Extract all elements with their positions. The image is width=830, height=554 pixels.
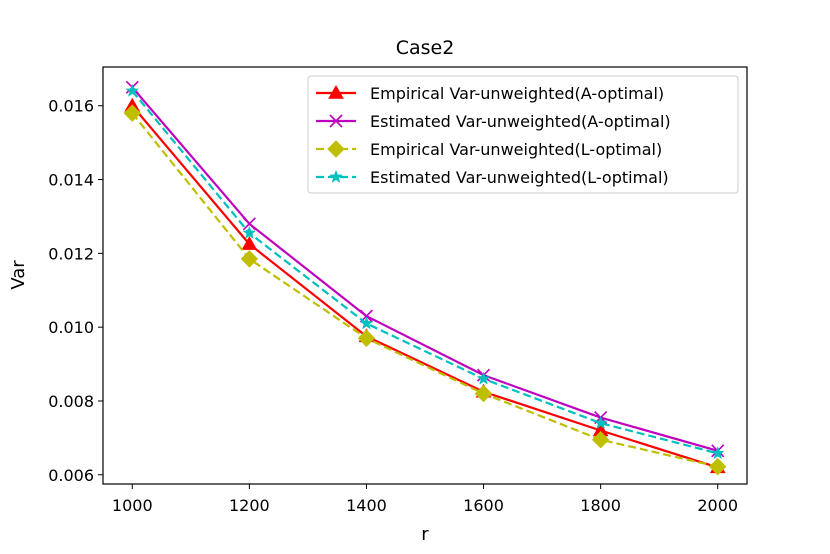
data-point [591,431,610,449]
y-tick-label: 0.012 [48,244,94,263]
x-tick-label: 1800 [580,496,621,515]
y-tick-label: 0.006 [48,466,94,485]
legend-marker [329,169,343,183]
x-tick-label: 1200 [229,496,270,515]
x-axis: 1000 1200 1400 1600 1800 2000 [112,484,738,515]
data-point [242,217,256,231]
x-tick-label: 1000 [112,496,153,515]
series-line [131,105,719,469]
data-point [240,250,259,268]
data-point [241,236,258,250]
series-layer [123,80,727,476]
legend-label: Empirical Var-unweighted(A-optimal) [370,84,664,103]
data-point [123,104,141,122]
data-point [474,384,493,403]
data-point [593,415,608,429]
y-tick-label: 0.008 [48,392,94,411]
plot-frame [102,66,748,485]
y-axis-label: Var [8,260,29,290]
data-point [242,225,257,239]
legend-marker [329,114,343,128]
y-tick-label: 0.016 [48,97,94,116]
x-axis-label: r [421,524,429,545]
data-point [710,446,725,460]
data-point [709,457,727,476]
data-point [125,83,140,97]
series-line [131,86,719,452]
series-line [131,90,719,455]
x-tick-label: 1600 [463,496,504,515]
data-point [359,316,374,330]
x-tick-label: 1400 [346,496,387,515]
chart-title: Case2 [396,37,455,59]
legend-marker [327,140,345,158]
data-point [357,329,376,347]
y-tick-label: 0.014 [48,171,94,190]
y-axis: 0.006 0.008 0.010 0.012 0.014 0.016 [48,97,103,485]
x-tick-label: 2000 [697,496,738,515]
legend-marker [328,84,344,99]
legend-label: Estimated Var-unweighted(L-optimal) [370,168,669,187]
legend: Empirical Var-unweighted(A-optimal) Estim… [307,75,739,194]
data-point [476,371,491,385]
legend-box [307,75,739,194]
legend-label: Estimated Var-unweighted(A-optimal) [370,112,671,131]
y-tick-label: 0.010 [48,318,94,337]
legend-label: Empirical Var-unweighted(L-optimal) [370,140,662,159]
series-line [131,112,718,468]
